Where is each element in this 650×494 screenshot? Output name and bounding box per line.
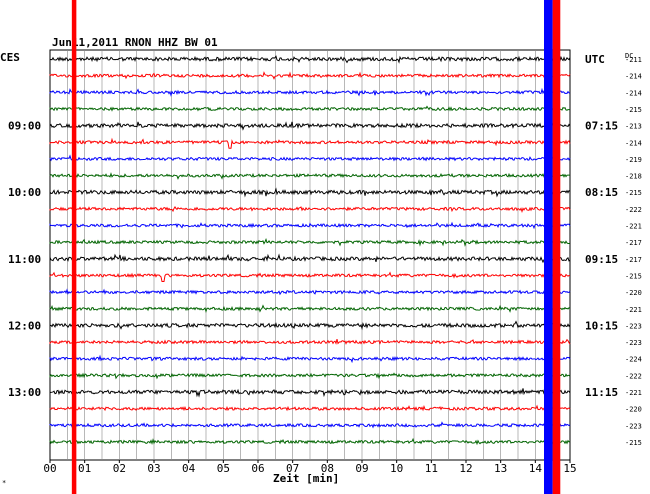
x-tick-label: 03 bbox=[147, 462, 160, 475]
seismic-trace bbox=[49, 105, 571, 112]
dc-offset-label: -221 bbox=[625, 223, 642, 231]
seismic-trace bbox=[49, 238, 571, 247]
x-tick-label: 02 bbox=[113, 462, 126, 475]
dc-offset-label: -215 bbox=[625, 106, 642, 114]
dc-offset-label: -221 bbox=[625, 389, 642, 397]
seismic-trace bbox=[49, 221, 571, 230]
left-timezone-label: CES bbox=[0, 51, 20, 64]
x-tick-label: 04 bbox=[182, 462, 196, 475]
seismic-trace bbox=[49, 87, 571, 98]
dc-offset-label: -213 bbox=[625, 123, 642, 131]
event-band bbox=[544, 0, 553, 494]
dc-offset-label: -223 bbox=[625, 339, 642, 347]
chart-title: Jun11,2011 RNON HHZ BW 01 bbox=[52, 36, 218, 49]
footer-mark: * bbox=[2, 479, 6, 487]
seismic-trace bbox=[49, 304, 571, 314]
left-time-label: 11:00 bbox=[8, 253, 41, 266]
dc-offset-label: -224 bbox=[625, 356, 642, 364]
x-tick-group: 00 01 02 03 04 05 06 07 08 09 10 11 12 13 14 15 bbox=[43, 460, 577, 475]
event-group bbox=[71, 0, 561, 494]
seismic-trace bbox=[49, 121, 571, 131]
x-tick-label: 11 bbox=[425, 462, 438, 475]
right-time-label-group: UTC 07:15 08:15 09:15 10:15 11:15 bbox=[585, 53, 618, 399]
x-tick-label: 08 bbox=[321, 462, 334, 475]
x-tick-label: 09 bbox=[355, 462, 368, 475]
seismic-trace bbox=[49, 388, 571, 398]
seismic-trace bbox=[49, 421, 571, 429]
seismic-trace bbox=[49, 372, 571, 380]
dc-offset-label: -217 bbox=[625, 256, 642, 264]
seismic-trace bbox=[49, 206, 571, 213]
right-time-label: 09:15 bbox=[585, 253, 618, 266]
left-time-label: 09:00 bbox=[8, 120, 41, 133]
x-tick-label: 13 bbox=[494, 462, 507, 475]
dc-value-group: -211 -214 -214 -215 -213 -214 -219 -218 -215 -222… bbox=[625, 56, 642, 447]
seismic-trace bbox=[49, 404, 571, 412]
dc-offset-label: -220 bbox=[625, 406, 642, 414]
right-time-label: 08:15 bbox=[585, 186, 618, 199]
dc-offset-label: -215 bbox=[625, 439, 642, 447]
seismic-trace bbox=[49, 71, 571, 80]
left-time-label: 13:00 bbox=[8, 386, 41, 399]
event-band bbox=[552, 0, 561, 494]
x-tick-label: 14 bbox=[529, 462, 543, 475]
dc-offset-label: -220 bbox=[625, 289, 642, 297]
x-tick-label: 12 bbox=[459, 462, 472, 475]
seismic-trace bbox=[49, 320, 571, 331]
seismic-trace bbox=[49, 354, 571, 364]
seismic-trace bbox=[49, 271, 571, 282]
dc-offset-label: -223 bbox=[625, 422, 642, 430]
x-tick-label: 05 bbox=[217, 462, 230, 475]
dc-offset-label: -223 bbox=[625, 322, 642, 330]
dc-offset-label: -221 bbox=[625, 306, 642, 314]
seismic-trace bbox=[49, 54, 571, 64]
seismic-trace bbox=[49, 137, 571, 149]
seismic-trace bbox=[49, 338, 571, 345]
x-tick-label: 00 bbox=[43, 462, 56, 475]
x-tick-label: 15 bbox=[563, 462, 576, 475]
left-time-label: 12:00 bbox=[8, 319, 41, 332]
dc-offset-label: -214 bbox=[625, 73, 642, 81]
x-tick-label: 07 bbox=[286, 462, 299, 475]
event-band bbox=[71, 0, 77, 494]
left-time-label: 10:00 bbox=[8, 186, 41, 199]
x-axis-label: Zeit [min] bbox=[273, 472, 339, 485]
x-tick-label: 01 bbox=[78, 462, 91, 475]
seismic-trace bbox=[49, 437, 571, 446]
dc-offset-label: -215 bbox=[625, 272, 642, 280]
left-time-label-group: 09:00 10:00 11:00 12:00 13:00 bbox=[8, 120, 41, 399]
dc-offset-label: -211 bbox=[625, 56, 642, 64]
dc-label: DC bbox=[625, 52, 633, 60]
right-time-label: 10:15 bbox=[585, 319, 618, 332]
dc-offset-label: -214 bbox=[625, 89, 642, 97]
right-time-label: UTC bbox=[585, 53, 605, 66]
dc-offset-label: -215 bbox=[625, 189, 642, 197]
seismic-trace bbox=[49, 154, 571, 162]
dc-offset-label: -218 bbox=[625, 173, 642, 181]
dc-offset-label: -214 bbox=[625, 139, 642, 147]
trace-group bbox=[49, 54, 571, 446]
seismic-trace bbox=[49, 171, 571, 180]
x-tick-label: 10 bbox=[390, 462, 403, 475]
dc-offset-label: -222 bbox=[625, 372, 642, 380]
seismic-trace bbox=[49, 253, 571, 264]
seismic-trace bbox=[49, 288, 571, 296]
right-time-label: 07:15 bbox=[585, 120, 618, 133]
dc-offset-label: -217 bbox=[625, 239, 642, 247]
right-time-label: 11:15 bbox=[585, 386, 618, 399]
x-tick-label: 06 bbox=[251, 462, 264, 475]
dc-offset-label: -219 bbox=[625, 156, 642, 164]
dc-offset-label: -222 bbox=[625, 206, 642, 214]
seismic-trace bbox=[49, 187, 571, 198]
